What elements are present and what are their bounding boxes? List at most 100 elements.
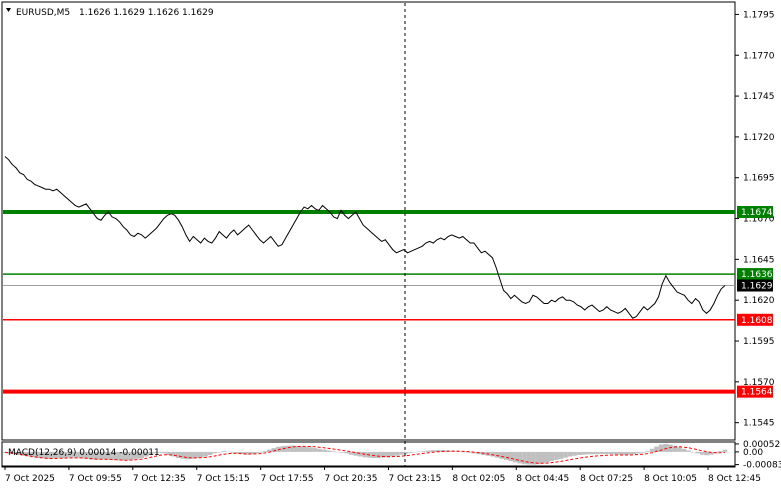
macd-bar	[535, 451, 541, 465]
macd-bar	[248, 451, 254, 455]
macd-bar	[267, 449, 272, 452]
macd-bar	[526, 451, 532, 465]
macd-bar	[431, 450, 436, 452]
macd-bar	[403, 451, 409, 454]
macd-bar	[271, 448, 277, 452]
macd-bar	[57, 451, 62, 458]
macd-bar	[658, 444, 664, 452]
time-axis: 7 Oct 2025 7 Oct 09:55 7 Oct 12:35 7 Oct 15…	[4, 466, 761, 484]
macd-bar	[417, 451, 422, 453]
macd-bar	[121, 451, 126, 461]
macd-bar	[421, 451, 427, 452]
macd-bar	[394, 451, 400, 456]
macd-bar	[157, 451, 163, 453]
macd-bar	[61, 451, 67, 458]
macd-bar	[449, 450, 454, 452]
macd-bar	[66, 451, 72, 458]
macd-bar	[567, 451, 573, 457]
macd-bar	[107, 451, 113, 460]
time-tick-label: 7 Oct 23:15	[388, 474, 441, 484]
macd-bar	[613, 451, 618, 455]
macd-tick-label: -0.00083	[743, 461, 781, 471]
macd-bar	[499, 451, 504, 459]
horizontal-levels[interactable]: 1.1674 1.1636 1.1629 1.1608 1.1564	[3, 206, 773, 398]
macd-bar	[458, 451, 463, 453]
macd-bar	[453, 451, 459, 452]
macd-bar	[34, 451, 40, 458]
level-price-label: 1.1564	[741, 388, 773, 398]
macd-bar	[681, 448, 687, 452]
macd-bar	[285, 445, 290, 452]
macd-bar	[513, 451, 518, 463]
macd-bar	[709, 451, 714, 455]
macd-bar	[89, 451, 94, 460]
macd-bar	[103, 451, 108, 460]
macd-bar	[385, 451, 391, 458]
macd-bar	[467, 451, 473, 453]
macd-bar	[321, 449, 327, 452]
macd-tick-label: 0.00	[743, 448, 763, 458]
level-price-label: 1.1629	[741, 282, 773, 292]
macd-bar	[139, 451, 144, 458]
macd-bar	[426, 450, 432, 452]
macd-bar	[722, 449, 728, 452]
macd-bar	[52, 451, 58, 459]
macd-bar	[203, 451, 208, 457]
macd-bar	[216, 451, 222, 453]
macd-bar	[554, 451, 559, 460]
macd-bar	[189, 451, 195, 459]
macd-bar	[490, 451, 495, 457]
macd-bar	[508, 451, 514, 462]
price-tick-label: 1.1795	[743, 10, 775, 20]
level-price-label: 1.1674	[741, 208, 773, 218]
level-price-label: 1.1636	[741, 270, 773, 280]
triangle-down-icon[interactable]	[6, 8, 11, 12]
macd-bar	[412, 451, 418, 453]
macd-bar	[572, 451, 577, 456]
macd-bar	[494, 451, 500, 458]
macd-bar	[599, 451, 605, 454]
macd-bar	[590, 451, 596, 455]
time-tick-label: 7 Oct 09:55	[69, 474, 122, 484]
time-tick-label: 7 Oct 20:35	[325, 474, 378, 484]
macd-label: MACD(12,26,9) 0.00014 -0.00011	[8, 448, 160, 458]
macd-bar	[362, 451, 368, 458]
macd-bar	[699, 451, 705, 455]
price-axis: 1.17951.17701.17451.17201.16951.16701.16…	[735, 10, 775, 429]
macd-bar	[11, 451, 17, 455]
macd-bar	[2, 451, 8, 453]
macd-bar	[695, 451, 700, 454]
macd-bar	[581, 451, 586, 455]
macd-bar	[162, 451, 167, 454]
price-tick-label: 1.1645	[743, 255, 775, 265]
macd-bar	[98, 451, 103, 460]
macd-bar	[317, 448, 322, 452]
price-pane-frame	[1, 1, 736, 441]
level-price-tag	[737, 206, 773, 219]
macd-bar	[677, 447, 682, 452]
time-tick-label: 8 Oct 02:05	[452, 474, 505, 484]
price-tick-label: 1.1770	[743, 51, 775, 61]
macd-bar	[358, 451, 363, 457]
macd-bar	[408, 451, 413, 453]
price-tick-label: 1.1545	[743, 419, 775, 429]
price-tick-label: 1.1595	[743, 337, 775, 347]
symbol-label: EURUSD,M5	[16, 8, 70, 18]
macd-bar	[298, 446, 304, 452]
macd-bar	[380, 451, 386, 458]
level-price-tag	[737, 279, 773, 292]
level-price-tag	[737, 385, 773, 398]
macd-bar	[504, 451, 509, 460]
time-tick-label: 7 Oct 2025	[5, 474, 55, 484]
macd-bar	[93, 451, 99, 460]
macd-bar	[239, 451, 245, 455]
price-tick-label: 1.1720	[743, 133, 775, 143]
macd-bar	[344, 451, 350, 454]
macd-bar	[668, 444, 673, 452]
macd-bar	[690, 451, 696, 453]
ohlc-values: 1.1626 1.1629 1.1626 1.1629	[79, 8, 214, 18]
macd-bar	[221, 451, 226, 452]
macd-bar	[48, 451, 53, 459]
